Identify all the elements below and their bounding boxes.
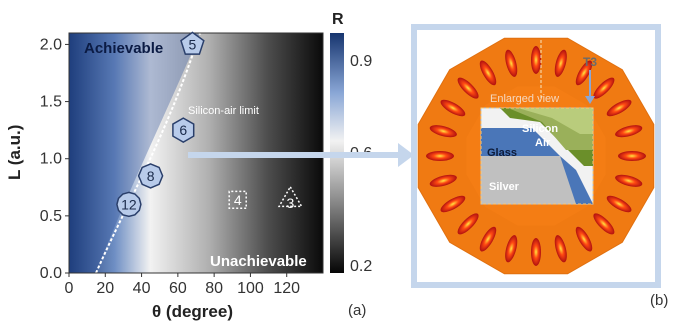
hotspot — [505, 235, 518, 263]
marker-label: 12 — [121, 196, 137, 212]
hotspot — [440, 99, 466, 117]
marker-label: 6 — [179, 122, 187, 138]
y-ticks: 0.0 0.5 1.0 1.5 2.0 — [40, 36, 69, 282]
achievable-region — [69, 33, 200, 273]
hotspot — [575, 60, 593, 86]
x-tick-label: 100 — [237, 280, 264, 297]
y-tick-label: 0.5 — [40, 208, 62, 225]
hotspot — [457, 213, 479, 235]
triangle-marker — [277, 185, 303, 208]
layer-label-air: Air — [535, 137, 551, 149]
hotspot — [479, 226, 497, 252]
panel-b-label: (b) — [650, 292, 668, 309]
square-marker — [228, 190, 247, 210]
hotspot — [531, 46, 541, 74]
hotspot — [575, 226, 593, 252]
y-tick-label: 1.5 — [40, 94, 62, 111]
x-ticks: 0 20 40 60 80 100 120 — [65, 273, 300, 297]
hotspot — [440, 195, 466, 213]
colorbar-tick: 0.2 — [350, 258, 372, 275]
hexagon-marker — [172, 117, 195, 143]
hotspot — [531, 238, 541, 266]
layer-label-glass: Glass — [487, 147, 517, 159]
colorbar-tick: 0.9 — [350, 53, 372, 70]
hotspot — [593, 213, 615, 235]
panel-b: T3 Enlarged view Silicon Air Glass Silve… — [411, 24, 668, 309]
hotspot — [606, 195, 632, 213]
achievable-label: Achievable — [84, 40, 163, 57]
dodecagon-marker — [116, 191, 142, 218]
octagon-marker — [137, 163, 164, 189]
hotspot — [618, 151, 646, 161]
hotspot — [554, 235, 567, 263]
colorbar-title: R — [332, 11, 344, 28]
y-tick-label: 0.0 — [40, 265, 62, 282]
hotspot — [479, 60, 497, 86]
marker-label: 3 — [286, 195, 294, 211]
y-axis-label: L (a.u.) — [5, 125, 24, 180]
x-tick-label: 40 — [133, 280, 151, 297]
hotspot — [457, 77, 479, 99]
unachievable-label: Unachievable — [210, 253, 307, 270]
enlarged-view-label: Enlarged view — [490, 93, 559, 105]
pentagon-marker — [180, 31, 205, 55]
connector-arrow — [188, 143, 414, 167]
enlarged-view-inset: Enlarged view Silicon Air Glass Silver — [480, 93, 594, 205]
hotspot — [426, 151, 454, 161]
layer-label-silver: Silver — [489, 181, 520, 193]
hotspot — [429, 125, 457, 138]
silicon-top — [518, 108, 593, 134]
markers: 5 6 8 12 4 3 — [116, 31, 303, 218]
marker-label: 5 — [188, 36, 196, 52]
panel-a-label: (a) — [348, 302, 366, 319]
panel-a: Achievable Unachievable Silicon-air limi… — [5, 11, 372, 321]
x-tick-label: 120 — [273, 280, 300, 297]
marker-label: 8 — [147, 168, 155, 184]
marker-label: 4 — [234, 192, 242, 208]
layer-label-silicon: Silicon — [522, 123, 558, 135]
x-tick-label: 80 — [205, 280, 223, 297]
x-tick-label: 60 — [169, 280, 187, 297]
t3-arrow-head — [585, 96, 595, 104]
silicon-air-limit-label: Silicon-air limit — [188, 105, 259, 117]
glass-layer — [481, 128, 560, 156]
x-axis-label: θ (degree) — [152, 302, 233, 321]
field-hotspots — [426, 46, 646, 266]
hotspot — [429, 174, 457, 187]
silicon-air-limit-curve — [95, 32, 201, 274]
hotspot — [505, 49, 518, 77]
x-tick-label: 20 — [96, 280, 114, 297]
y-tick-label: 1.0 — [40, 151, 62, 168]
x-tick-label: 0 — [65, 280, 74, 297]
glass-edge — [560, 156, 593, 204]
panel-b-frame — [411, 24, 661, 288]
hotspot — [554, 49, 567, 77]
hotspot — [615, 125, 643, 138]
y-tick-label: 2.0 — [40, 36, 62, 53]
hotspot — [615, 174, 643, 187]
hotspot — [593, 77, 615, 99]
hotspot — [606, 99, 632, 117]
t3-label: T3 — [583, 55, 597, 69]
